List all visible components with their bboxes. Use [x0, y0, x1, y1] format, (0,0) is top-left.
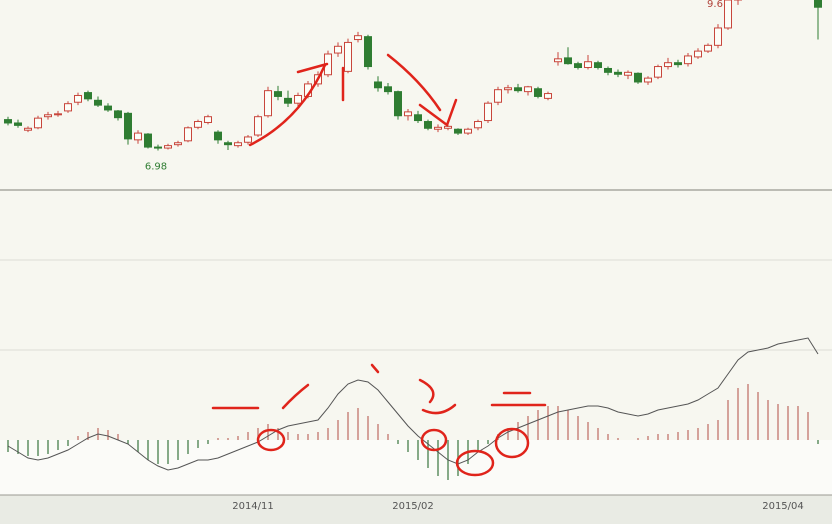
- candle-body: [414, 114, 422, 122]
- candle-body: [14, 122, 22, 126]
- plot-area: 9.6 6.98 2014/11 2015/02 2015/04: [4, 0, 822, 512]
- candle-body: [574, 63, 582, 69]
- candle-body: [224, 142, 232, 146]
- candle-body: [334, 45, 342, 54]
- ink-circle: [420, 428, 448, 452]
- candle-body: [244, 136, 252, 143]
- candle-body: [564, 57, 572, 65]
- candle-body: [474, 121, 482, 129]
- candle-body: [714, 27, 722, 46]
- candle-body: [34, 117, 42, 129]
- x-tick-label: 2015/04: [762, 501, 804, 512]
- candle-body: [24, 127, 32, 131]
- candle-body: [54, 113, 62, 116]
- candle-body: [544, 93, 552, 99]
- low-label: 6.98: [145, 161, 167, 172]
- candle-body: [364, 36, 372, 68]
- candle-body: [194, 121, 202, 128]
- candle-body: [124, 112, 132, 140]
- ink-circle: [256, 428, 286, 452]
- candle-body: [354, 35, 362, 41]
- candle-body: [254, 116, 262, 136]
- candle-body: [514, 87, 522, 92]
- candle-body: [814, 0, 822, 8]
- candle-body: [204, 116, 212, 123]
- ink-stroke: [281, 383, 310, 410]
- hand-annotations: [211, 53, 547, 477]
- candle-body: [524, 86, 532, 93]
- x-tick-label: 2014/11: [232, 501, 274, 512]
- candle-body: [144, 133, 152, 148]
- candle-body: [154, 146, 162, 149]
- ink-stroke: [418, 378, 435, 404]
- candle-body: [534, 88, 542, 97]
- candle-body: [44, 114, 52, 118]
- candle-body: [614, 71, 622, 75]
- candle-body: [274, 91, 282, 97]
- candle-body: [284, 97, 292, 104]
- candle-body: [634, 72, 642, 83]
- date-axis-band: [0, 495, 832, 524]
- candle-body: [644, 77, 652, 83]
- candle-body: [234, 142, 242, 147]
- candle-body: [674, 62, 682, 66]
- candle-body: [594, 62, 602, 69]
- high-label: 9.6: [707, 0, 723, 10]
- candle-body: [4, 119, 12, 124]
- candle-body: [184, 127, 192, 142]
- candle-body: [344, 41, 352, 72]
- candle-body: [724, 0, 732, 29]
- candle-body: [404, 111, 412, 117]
- candle-body: [584, 61, 592, 69]
- macd-baseline-band: [0, 440, 832, 495]
- candle-body: [484, 102, 492, 122]
- candle-body: [164, 145, 172, 149]
- candle-body: [214, 131, 222, 141]
- candle-body: [294, 94, 302, 104]
- candles: [4, 0, 822, 151]
- candle-body: [174, 142, 182, 146]
- ink-stroke: [421, 403, 457, 415]
- ink-circle: [494, 427, 530, 459]
- candle-body: [444, 125, 452, 129]
- x-tick-label: 2015/02: [392, 501, 434, 512]
- candle-body: [604, 67, 612, 73]
- candle-body: [114, 110, 122, 119]
- candle-body: [624, 71, 632, 76]
- candle-body: [94, 99, 102, 106]
- candle-body: [104, 105, 112, 111]
- candle-body: [394, 91, 402, 117]
- candle-body: [374, 81, 382, 89]
- candle-body: [464, 128, 472, 134]
- candle-body: [654, 66, 662, 78]
- ink-stroke: [386, 53, 442, 112]
- candle-body: [84, 92, 92, 100]
- candle-body: [494, 89, 502, 103]
- candle-body: [684, 55, 692, 65]
- candle-body: [74, 94, 82, 103]
- candle-body: [64, 103, 72, 112]
- ink-stroke: [418, 98, 458, 128]
- ink-stroke: [296, 62, 329, 74]
- ink-stroke: [370, 363, 380, 374]
- candle-body: [384, 86, 392, 93]
- candle-body: [424, 121, 432, 129]
- macd-line: [7, 337, 819, 471]
- candle-body: [694, 50, 702, 58]
- candle-body: [134, 132, 142, 141]
- candle-body: [704, 44, 712, 52]
- candle-body: [454, 128, 462, 134]
- candle-body: [504, 87, 512, 91]
- ink-circle: [455, 449, 495, 477]
- candle-body: [434, 126, 442, 130]
- ink-stroke: [248, 63, 327, 147]
- candle-body: [264, 90, 272, 117]
- candle-body: [664, 62, 672, 68]
- candle-body: [554, 58, 562, 63]
